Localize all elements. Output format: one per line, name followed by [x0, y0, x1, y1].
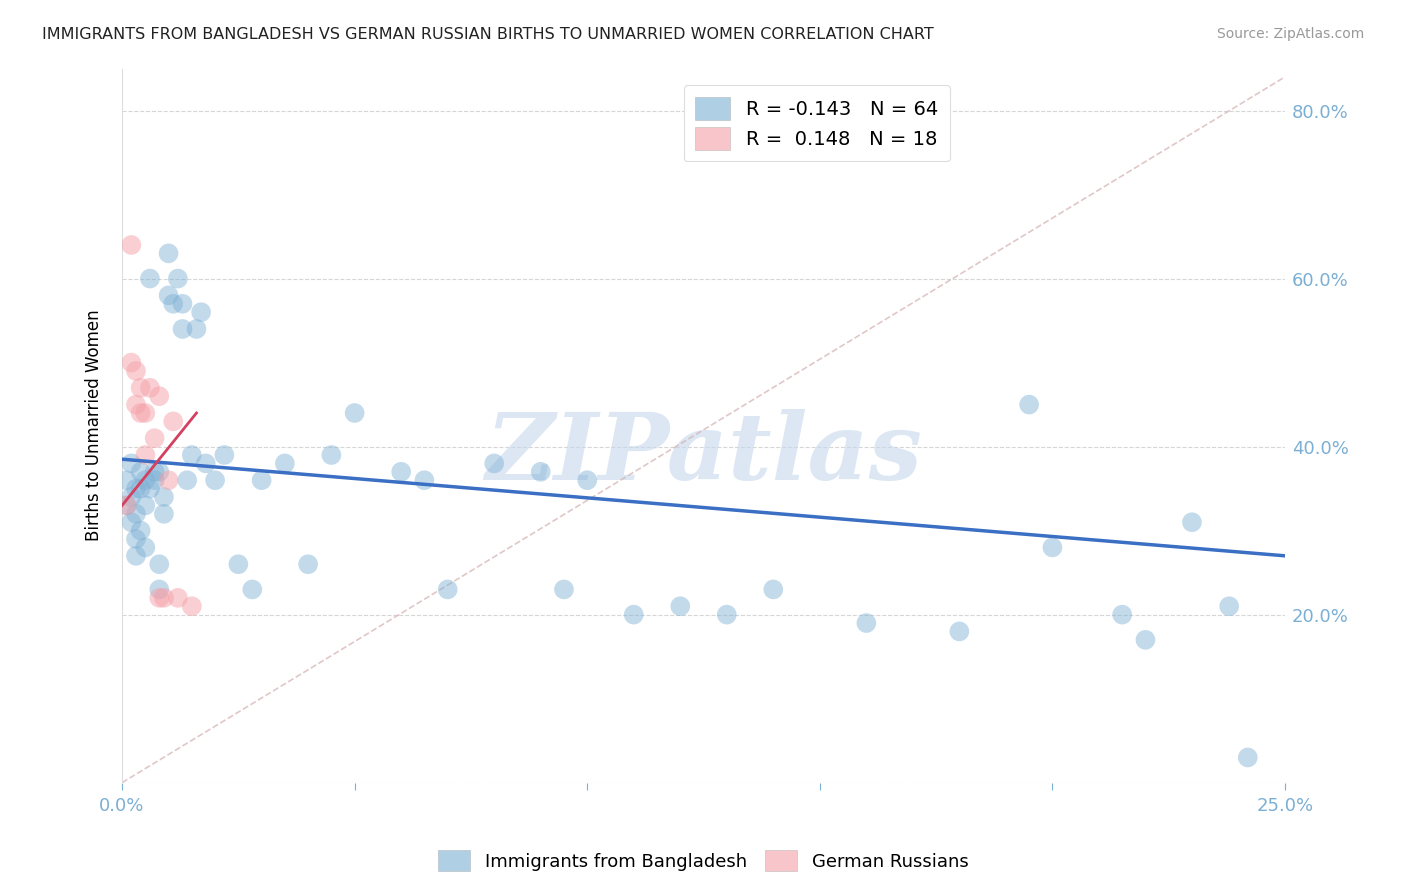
Point	[1236, 750, 1258, 764]
Point	[129, 482, 152, 496]
Point	[134, 541, 156, 555]
Point	[148, 558, 170, 572]
Point	[153, 591, 176, 605]
Point	[623, 607, 645, 622]
Point	[120, 515, 142, 529]
Point	[120, 457, 142, 471]
Point	[436, 582, 458, 597]
Point	[167, 591, 190, 605]
Point	[134, 499, 156, 513]
Point	[186, 322, 208, 336]
Legend: R = -0.143   N = 64, R =  0.148   N = 18: R = -0.143 N = 64, R = 0.148 N = 18	[683, 86, 949, 161]
Point	[129, 406, 152, 420]
Point	[948, 624, 970, 639]
Point	[125, 532, 148, 546]
Point	[153, 490, 176, 504]
Point	[343, 406, 366, 420]
Point	[162, 414, 184, 428]
Point	[139, 271, 162, 285]
Point	[669, 599, 692, 614]
Point	[297, 558, 319, 572]
Point	[157, 288, 180, 302]
Point	[176, 473, 198, 487]
Point	[482, 457, 505, 471]
Point	[129, 524, 152, 538]
Point	[228, 558, 250, 572]
Point	[172, 322, 194, 336]
Point	[855, 615, 877, 630]
Y-axis label: Births to Unmarried Women: Births to Unmarried Women	[86, 310, 103, 541]
Point	[167, 271, 190, 285]
Point	[180, 599, 202, 614]
Point	[716, 607, 738, 622]
Point	[389, 465, 412, 479]
Point	[153, 507, 176, 521]
Point	[120, 490, 142, 504]
Point	[162, 297, 184, 311]
Point	[1181, 515, 1204, 529]
Point	[1135, 632, 1157, 647]
Point	[139, 482, 162, 496]
Point	[1042, 541, 1064, 555]
Point	[129, 381, 152, 395]
Point	[190, 305, 212, 319]
Point	[576, 473, 599, 487]
Point	[125, 364, 148, 378]
Point	[274, 457, 297, 471]
Point	[530, 465, 553, 479]
Point	[120, 355, 142, 369]
Point	[1018, 398, 1040, 412]
Point	[180, 448, 202, 462]
Point	[115, 499, 138, 513]
Point	[172, 297, 194, 311]
Point	[129, 465, 152, 479]
Point	[157, 246, 180, 260]
Point	[134, 473, 156, 487]
Point	[125, 549, 148, 563]
Point	[240, 582, 263, 597]
Point	[204, 473, 226, 487]
Point	[143, 465, 166, 479]
Point	[120, 238, 142, 252]
Point	[125, 398, 148, 412]
Point	[321, 448, 343, 462]
Point	[134, 448, 156, 462]
Point	[157, 473, 180, 487]
Text: Source: ZipAtlas.com: Source: ZipAtlas.com	[1216, 27, 1364, 41]
Point	[134, 406, 156, 420]
Point	[148, 465, 170, 479]
Point	[148, 591, 170, 605]
Point	[214, 448, 236, 462]
Point	[125, 507, 148, 521]
Point	[148, 389, 170, 403]
Point	[143, 473, 166, 487]
Point	[143, 431, 166, 445]
Text: ZIPatlas: ZIPatlas	[485, 409, 922, 500]
Point	[125, 482, 148, 496]
Legend: Immigrants from Bangladesh, German Russians: Immigrants from Bangladesh, German Russi…	[430, 843, 976, 879]
Point	[115, 473, 138, 487]
Point	[762, 582, 785, 597]
Text: IMMIGRANTS FROM BANGLADESH VS GERMAN RUSSIAN BIRTHS TO UNMARRIED WOMEN CORRELATI: IMMIGRANTS FROM BANGLADESH VS GERMAN RUS…	[42, 27, 934, 42]
Point	[139, 381, 162, 395]
Point	[413, 473, 436, 487]
Point	[148, 582, 170, 597]
Point	[553, 582, 575, 597]
Point	[250, 473, 273, 487]
Point	[1111, 607, 1133, 622]
Point	[1218, 599, 1240, 614]
Point	[115, 499, 138, 513]
Point	[194, 457, 217, 471]
